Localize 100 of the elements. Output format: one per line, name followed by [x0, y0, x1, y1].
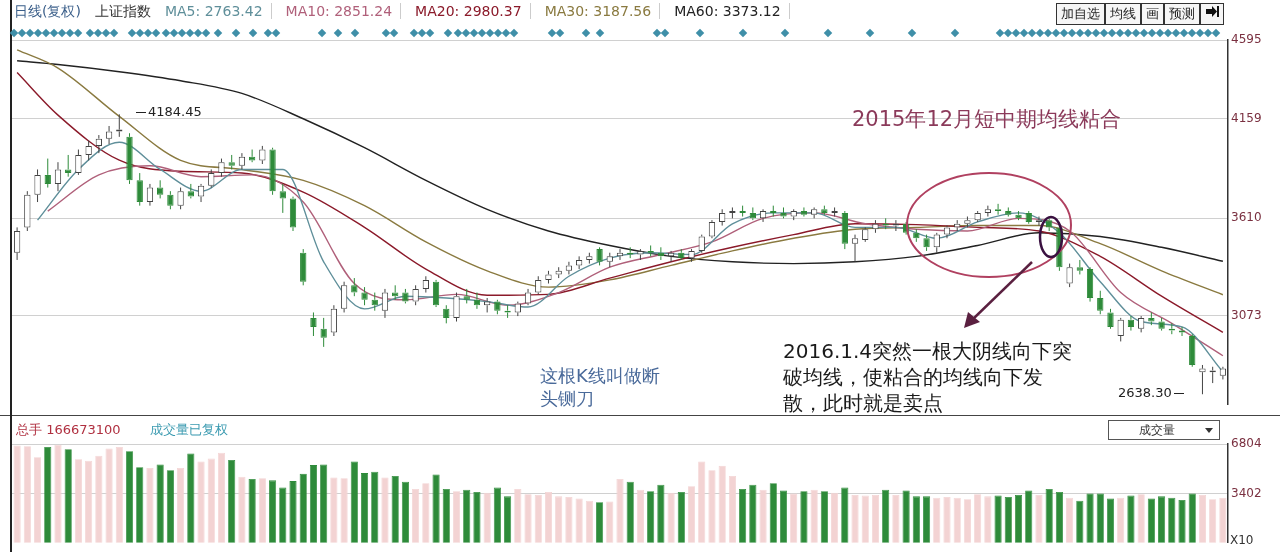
text: 均线 [1105, 3, 1141, 25]
candlestick [545, 270, 552, 284]
bar [1219, 497, 1227, 543]
bar [708, 470, 716, 543]
candlestick [351, 277, 358, 297]
text: 预测 [1164, 3, 1200, 25]
bar [534, 494, 542, 543]
annotation: 这根K线叫做断头铡刀 [540, 364, 661, 411]
text: X10 [1230, 533, 1254, 549]
bar [432, 474, 440, 543]
candlestick [13, 226, 21, 261]
line-series [16, 60, 1224, 265]
bar [238, 476, 246, 543]
candlestick [260, 145, 265, 165]
bar [156, 464, 164, 543]
candlestick [810, 206, 818, 219]
y-tick-label: 3073 [1231, 307, 1262, 322]
bar [64, 449, 72, 543]
text: 总手 166673100 [16, 422, 121, 439]
candlestick [780, 206, 787, 219]
candlestick [1076, 259, 1083, 275]
y-tick-label: 3402 [1231, 485, 1262, 500]
bar [994, 495, 1002, 543]
bar [657, 484, 665, 543]
candlestick [1107, 308, 1114, 330]
bar [841, 487, 849, 543]
text: 画 [1141, 3, 1164, 25]
text: MA30: 3187.56 [544, 3, 661, 19]
candlestick [320, 317, 327, 348]
bar [1035, 494, 1043, 543]
candlestick [197, 183, 205, 203]
chart-title: 上证指数 [94, 3, 151, 21]
candlestick [381, 288, 389, 319]
candlestick [105, 125, 113, 145]
candlestick [596, 246, 603, 266]
candlestick [402, 288, 409, 304]
bar [1137, 494, 1145, 543]
candlestick [25, 190, 30, 232]
bar [953, 497, 961, 543]
bar [207, 458, 215, 543]
candlestick [218, 158, 225, 178]
bar [146, 468, 154, 543]
text: MA5: 2763.42 [164, 3, 272, 19]
annotation: 2015年12月短中期均线粘合 [852, 106, 1122, 133]
bar [698, 461, 706, 543]
bar [984, 496, 992, 543]
bar [279, 487, 287, 543]
bar [933, 497, 941, 543]
candlestick [851, 234, 859, 263]
bar [44, 446, 52, 543]
candlestick [208, 168, 215, 189]
bar [95, 455, 103, 543]
line-series [16, 71, 1224, 334]
bar [575, 498, 583, 543]
bar [1178, 499, 1186, 543]
text: 成交量已复权 [150, 422, 228, 439]
candlestick [464, 288, 469, 304]
candlestick [54, 161, 62, 192]
bar [248, 478, 256, 543]
line-series [16, 49, 1224, 296]
bar [340, 478, 348, 543]
candlestick [770, 205, 777, 218]
candlestick [586, 252, 593, 265]
candlestick [790, 208, 797, 221]
candlestick [1005, 206, 1012, 218]
bar [1168, 497, 1176, 543]
candlestick [361, 286, 368, 306]
annotation: 2016.1.4突然一根大阴线向下突破均线，使粘合的均线向下发散，此时就是卖点 [783, 338, 1073, 416]
bar [391, 476, 399, 543]
candlestick [800, 206, 808, 218]
bar [616, 478, 624, 543]
candlestick [1097, 290, 1104, 315]
annotation: 2638.30 [1118, 385, 1172, 402]
bar [1076, 500, 1084, 543]
candlestick [75, 149, 82, 176]
candlestick [1189, 333, 1196, 368]
candlestick [330, 304, 338, 337]
bar [1188, 493, 1196, 543]
bar [759, 489, 767, 543]
candlestick [821, 205, 828, 216]
bar [667, 492, 675, 543]
candlestick [1137, 315, 1145, 333]
bar [422, 483, 430, 543]
bar [187, 453, 195, 543]
bar [1025, 490, 1033, 543]
candlestick [1117, 317, 1124, 342]
bar [606, 501, 614, 543]
text: MA10: 2851.24 [285, 3, 402, 19]
y-tick-label: 4595 [1231, 32, 1262, 47]
candlestick [289, 196, 297, 232]
bar [810, 489, 818, 543]
text: 加自选 [1056, 3, 1105, 25]
candlestick [729, 206, 736, 219]
bar [330, 477, 338, 543]
annotation: 4184.45 [148, 104, 202, 121]
bar [892, 494, 900, 543]
bar [851, 494, 859, 543]
candlestick [494, 299, 501, 315]
bar [483, 492, 491, 543]
bar [197, 461, 205, 543]
